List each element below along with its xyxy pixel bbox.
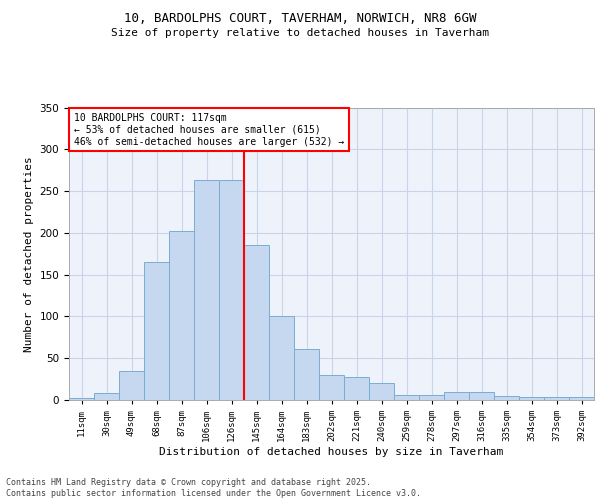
Text: 10 BARDOLPHS COURT: 117sqm
← 53% of detached houses are smaller (615)
46% of sem: 10 BARDOLPHS COURT: 117sqm ← 53% of deta… [74, 114, 344, 146]
Bar [144, 262, 169, 400]
Y-axis label: Number of detached properties: Number of detached properties [24, 156, 34, 352]
Bar [494, 396, 519, 400]
Bar [194, 180, 219, 400]
X-axis label: Distribution of detached houses by size in Taverham: Distribution of detached houses by size … [160, 447, 503, 457]
Bar [244, 244, 269, 400]
Bar [119, 371, 144, 400]
Text: Contains HM Land Registry data © Crown copyright and database right 2025.
Contai: Contains HM Land Registry data © Crown c… [6, 478, 421, 498]
Bar [294, 349, 319, 400]
Bar [419, 395, 444, 400]
Bar [319, 375, 344, 400]
Bar [169, 231, 194, 400]
Bar [444, 392, 469, 400]
Bar [94, 394, 119, 400]
Bar [519, 398, 544, 400]
Bar [469, 392, 494, 400]
Bar [544, 398, 569, 400]
Bar [219, 180, 244, 400]
Bar [369, 384, 394, 400]
Bar [344, 376, 369, 400]
Bar [269, 316, 294, 400]
Bar [394, 395, 419, 400]
Bar [569, 396, 594, 400]
Bar [69, 398, 94, 400]
Text: 10, BARDOLPHS COURT, TAVERHAM, NORWICH, NR8 6GW: 10, BARDOLPHS COURT, TAVERHAM, NORWICH, … [124, 12, 476, 26]
Text: Size of property relative to detached houses in Taverham: Size of property relative to detached ho… [111, 28, 489, 38]
